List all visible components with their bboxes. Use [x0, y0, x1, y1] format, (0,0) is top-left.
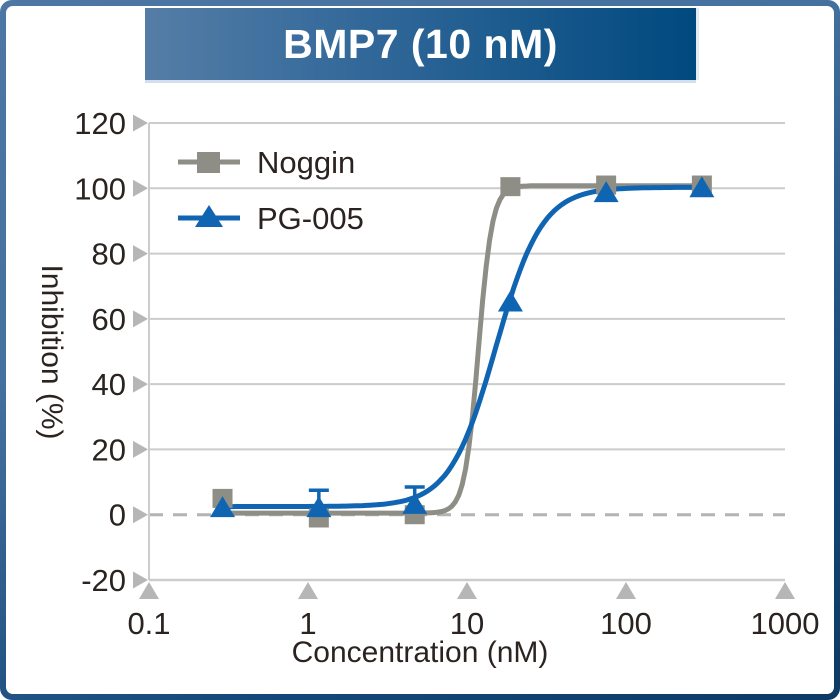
x-axis-title: Concentration (nM): [292, 636, 549, 669]
tick-triangles: [133, 114, 795, 599]
triangle-marker-icon: [593, 181, 619, 203]
legend-square-marker-icon: [197, 152, 220, 173]
y-tick-label: 80: [92, 237, 126, 272]
y-tick-triangle-icon: [133, 114, 148, 132]
x-tick-label: 0.1: [127, 606, 170, 641]
triangle-marker-icon: [306, 496, 332, 518]
title-banner: BMP7 (10 nM): [145, 8, 696, 80]
y-tick-triangle-icon: [133, 245, 148, 263]
x-tick-label: 1: [299, 606, 316, 641]
y-tick-label: 120: [74, 106, 126, 141]
legend-triangle-marker-icon: [195, 205, 223, 227]
y-tick-triangle-icon: [133, 506, 148, 524]
x-tick-triangle-icon: [457, 582, 477, 599]
triangle-marker-icon: [402, 492, 428, 514]
y-tick-label: 100: [74, 171, 126, 206]
y-tick-triangle-icon: [133, 571, 148, 589]
triangle-marker-icon: [497, 290, 523, 312]
x-tick-triangle-icon: [616, 582, 636, 599]
y-tick-label: 20: [92, 432, 126, 467]
y-tick-triangle-icon: [133, 375, 148, 393]
y-axis-title: Inhibition (%): [35, 264, 68, 439]
triangle-marker-icon: [689, 176, 715, 198]
data-markers: [210, 175, 715, 528]
fit-curve-pg-005: [220, 184, 705, 510]
legend: Noggin PG-005: [178, 145, 364, 236]
x-tick-label: 1000: [751, 606, 820, 641]
y-tick-label: 0: [109, 498, 126, 533]
y-tick-label: -20: [81, 563, 126, 598]
fit-curves: [220, 183, 705, 516]
x-tick-triangle-icon: [139, 582, 159, 599]
fit-curve-noggin: [220, 183, 705, 516]
legend-label-pg005: PG-005: [257, 201, 364, 236]
axes: [148, 123, 785, 582]
tick-labels: 120 100 80 60 40 20 0 -200.1 1 10 100 1000: [74, 106, 819, 641]
y-tick-label: 60: [92, 302, 126, 337]
triangle-marker-icon: [210, 496, 236, 518]
square-marker-icon: [500, 177, 521, 197]
chart-title: BMP7 (10 nM): [283, 20, 558, 67]
y-tick-triangle-icon: [133, 179, 148, 197]
x-tick-label: 100: [600, 606, 652, 641]
y-tick-triangle-icon: [133, 310, 148, 328]
x-tick-label: 10: [450, 606, 484, 641]
y-tick-triangle-icon: [133, 440, 148, 458]
x-tick-triangle-icon: [298, 582, 318, 599]
x-tick-triangle-icon: [775, 582, 795, 599]
y-tick-label: 40: [92, 367, 126, 402]
legend-label-noggin: Noggin: [257, 145, 355, 180]
